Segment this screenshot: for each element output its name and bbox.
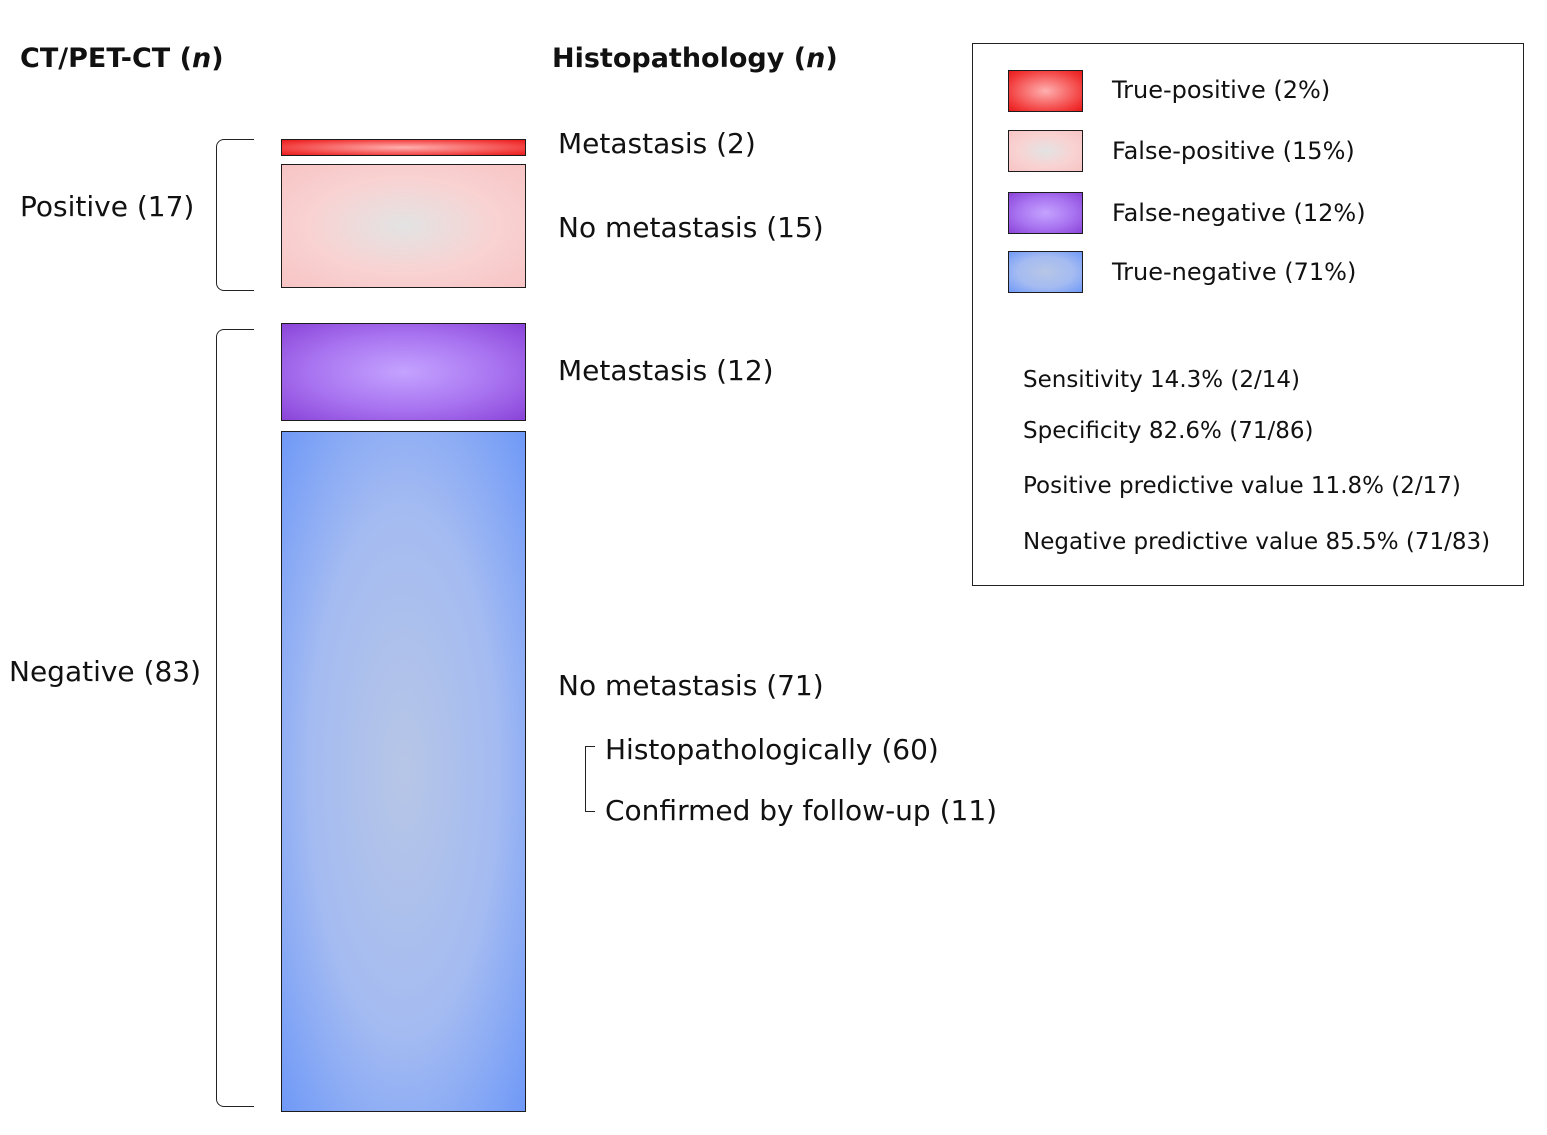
legend-true-negative: True-negative (71%) [1112, 258, 1357, 286]
legend-swatch-true-negative [1008, 251, 1083, 293]
negative-bracket [216, 329, 254, 1107]
legend-swatch-false-negative [1008, 192, 1083, 234]
stat-specificity: Specificity 82.6% (71/86) [1023, 418, 1314, 444]
positive-bracket [216, 139, 254, 291]
ct-header-n: n [191, 43, 212, 74]
fn-label: Metastasis (12) [558, 354, 774, 387]
legend-swatch-false-positive [1008, 130, 1083, 172]
false-negative-segment [281, 323, 526, 421]
ct-header-close: ) [211, 43, 224, 74]
histo-header-close: ) [825, 43, 838, 74]
legend-false-negative: False-negative (12%) [1112, 199, 1366, 227]
ct-header: CT/PET-CT (n) [20, 43, 224, 74]
ct-header-text: CT/PET-CT ( [20, 43, 192, 74]
false-positive-segment [281, 164, 526, 288]
tn-label: No metastasis (71) [558, 669, 824, 702]
stat-sensitivity: Sensitivity 14.3% (2/14) [1023, 367, 1301, 393]
legend-swatch-true-positive [1008, 70, 1083, 112]
true-negative-segment [281, 431, 526, 1112]
positive-group-label: Positive (17) [20, 190, 195, 223]
histo-header-n: n [806, 43, 826, 74]
legend-false-positive: False-positive (15%) [1112, 137, 1355, 165]
histopathology-header: Histopathology (n) [552, 43, 838, 74]
sub-bracket [585, 746, 595, 812]
legend-box [972, 43, 1524, 586]
legend-true-positive: True-positive (2%) [1112, 76, 1331, 104]
fp-label: No metastasis (15) [558, 211, 824, 244]
sub-follow-up: Confirmed by follow-up (11) [605, 794, 998, 827]
negative-group-label: Negative (83) [9, 655, 202, 688]
stat-ppv: Positive predictive value 11.8% (2/17) [1023, 473, 1461, 499]
true-positive-segment [281, 139, 526, 156]
tp-label: Metastasis (2) [558, 127, 756, 160]
stat-npv: Negative predictive value 85.5% (71/83) [1023, 529, 1491, 555]
sub-histopathologically: Histopathologically (60) [605, 733, 939, 766]
histo-header-text: Histopathology ( [552, 43, 807, 74]
